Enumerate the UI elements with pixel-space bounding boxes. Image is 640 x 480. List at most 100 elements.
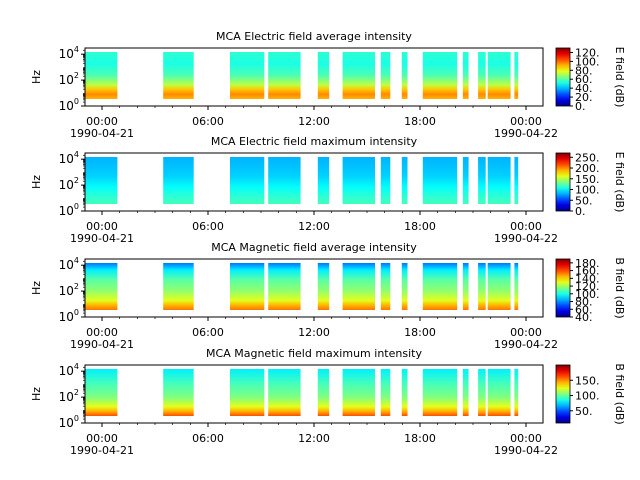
y-tick-label: 100 bbox=[59, 308, 79, 324]
data-interval bbox=[462, 52, 469, 99]
data-interval bbox=[317, 369, 330, 416]
data-interval bbox=[462, 157, 469, 204]
data-interval bbox=[380, 263, 391, 310]
x-tick-label: 00:00 bbox=[510, 326, 542, 339]
y-tick-label: 100 bbox=[59, 414, 79, 430]
data-interval bbox=[230, 369, 265, 416]
colorbar: 50. 100. 150. B field (dB) bbox=[555, 363, 626, 425]
spectrogram-panel: MCA Magnetic field average intensity 100 1… bbox=[30, 241, 626, 351]
y-axis-label: Hz bbox=[30, 281, 43, 295]
panel-title: MCA Magnetic field maximum intensity bbox=[206, 347, 422, 360]
data-interval bbox=[478, 263, 486, 310]
x-date-label-end: 1990-04-22 bbox=[494, 444, 558, 457]
data-interval bbox=[401, 157, 408, 204]
x-tick-label: 00:00 bbox=[86, 326, 118, 339]
data-interval bbox=[163, 52, 194, 99]
data-interval bbox=[85, 157, 118, 204]
data-interval bbox=[230, 52, 265, 99]
colorbar-tick-label: 80. bbox=[575, 64, 593, 77]
x-tick-label: 00:00 bbox=[86, 220, 118, 233]
x-tick-label: 12:00 bbox=[298, 220, 330, 233]
colorbar-scale bbox=[555, 152, 571, 212]
y-tick-label: 100 bbox=[59, 202, 79, 218]
colorbar-tick-label: 120. bbox=[575, 280, 600, 293]
colorbar-tick-label: 200. bbox=[575, 162, 600, 175]
data-interval bbox=[380, 157, 391, 204]
y-tick-label: 104 bbox=[59, 256, 79, 272]
data-interval bbox=[342, 157, 375, 204]
data-interval bbox=[230, 157, 265, 204]
colorbar-tick-label: 150. bbox=[575, 173, 600, 186]
colorbar-tick-label: 100. bbox=[575, 390, 600, 403]
colorbar: 0.20.40.60.80.100.120. E field (dB) bbox=[555, 46, 626, 113]
data-interval bbox=[401, 52, 408, 99]
colorbar-tick-label: 40. bbox=[575, 82, 593, 95]
data-interval bbox=[487, 369, 511, 416]
axes-frame bbox=[84, 152, 544, 212]
colorbar-tick-label: 60. bbox=[575, 303, 593, 316]
y-tick-label: 104 bbox=[59, 45, 79, 61]
data-interval bbox=[514, 263, 519, 310]
data-interval bbox=[317, 52, 330, 99]
x-tick-label: 18:00 bbox=[404, 115, 436, 128]
y-axis-label: Hz bbox=[30, 70, 43, 84]
data-interval bbox=[487, 52, 511, 99]
x-date-label-end: 1990-04-22 bbox=[494, 127, 558, 140]
colorbar-tick-label: 100. bbox=[575, 288, 600, 301]
colorbar-tick-label: 100. bbox=[575, 55, 600, 68]
spectrogram-panel: MCA Electric field average intensity 100 1… bbox=[30, 30, 626, 140]
x-tick-label: 00:00 bbox=[510, 432, 542, 445]
y-axis-label: Hz bbox=[30, 387, 43, 401]
x-tick-label: 18:00 bbox=[404, 326, 436, 339]
colorbar-tick-label: 140. bbox=[575, 272, 600, 285]
colorbar-tick-label: 150. bbox=[575, 374, 600, 387]
data-interval bbox=[317, 157, 330, 204]
colorbar-tick-label: 60. bbox=[575, 73, 593, 86]
x-tick-label: 12:00 bbox=[298, 432, 330, 445]
x-date-label-start: 1990-04-21 bbox=[70, 444, 134, 457]
colorbar-tick-label: 80. bbox=[575, 296, 593, 309]
x-date-label-start: 1990-04-21 bbox=[70, 338, 134, 351]
data-interval bbox=[163, 157, 194, 204]
colorbar-scale bbox=[555, 258, 571, 318]
y-tick-label: 102 bbox=[59, 282, 79, 298]
colorbar-tick-label: 0. bbox=[575, 100, 586, 113]
colorbar: 0.50.100.150.200.250. E field (dB) bbox=[555, 151, 626, 218]
x-tick-label: 06:00 bbox=[192, 220, 224, 233]
data-interval bbox=[514, 52, 519, 99]
colorbar-label: B field (dB) bbox=[613, 363, 626, 424]
y-tick-label: 104 bbox=[59, 150, 79, 166]
colorbar-tick-label: 100. bbox=[575, 184, 600, 197]
data-interval bbox=[422, 52, 458, 99]
data-interval bbox=[462, 263, 469, 310]
data-interval bbox=[317, 263, 330, 310]
x-tick-label: 12:00 bbox=[298, 115, 330, 128]
colorbar-label: E field (dB) bbox=[613, 47, 626, 108]
data-interval bbox=[163, 369, 194, 416]
x-tick-label: 00:00 bbox=[510, 220, 542, 233]
data-interval bbox=[487, 263, 511, 310]
data-interval bbox=[487, 157, 511, 204]
x-date-label-end: 1990-04-22 bbox=[494, 232, 558, 245]
panel-title: MCA Electric field average intensity bbox=[216, 30, 412, 43]
data-interval bbox=[268, 52, 301, 99]
data-interval bbox=[478, 157, 486, 204]
data-interval bbox=[268, 157, 301, 204]
colorbar: 40.60.80.100.120.140.160.180. B field (dB… bbox=[555, 257, 626, 324]
x-tick-label: 18:00 bbox=[404, 220, 436, 233]
y-tick-label: 102 bbox=[59, 71, 79, 87]
data-interval bbox=[85, 369, 118, 416]
axes-frame bbox=[84, 364, 544, 424]
axes-frame bbox=[84, 47, 544, 107]
colorbar-tick-label: 0. bbox=[575, 205, 586, 218]
data-interval bbox=[268, 369, 301, 416]
data-interval bbox=[514, 369, 519, 416]
x-tick-label: 06:00 bbox=[192, 115, 224, 128]
colorbar-tick-label: 20. bbox=[575, 91, 593, 104]
colorbar-tick-label: 40. bbox=[575, 311, 593, 324]
y-tick-label: 100 bbox=[59, 97, 79, 113]
data-interval bbox=[478, 369, 486, 416]
x-date-label-start: 1990-04-21 bbox=[70, 127, 134, 140]
data-interval bbox=[401, 369, 408, 416]
